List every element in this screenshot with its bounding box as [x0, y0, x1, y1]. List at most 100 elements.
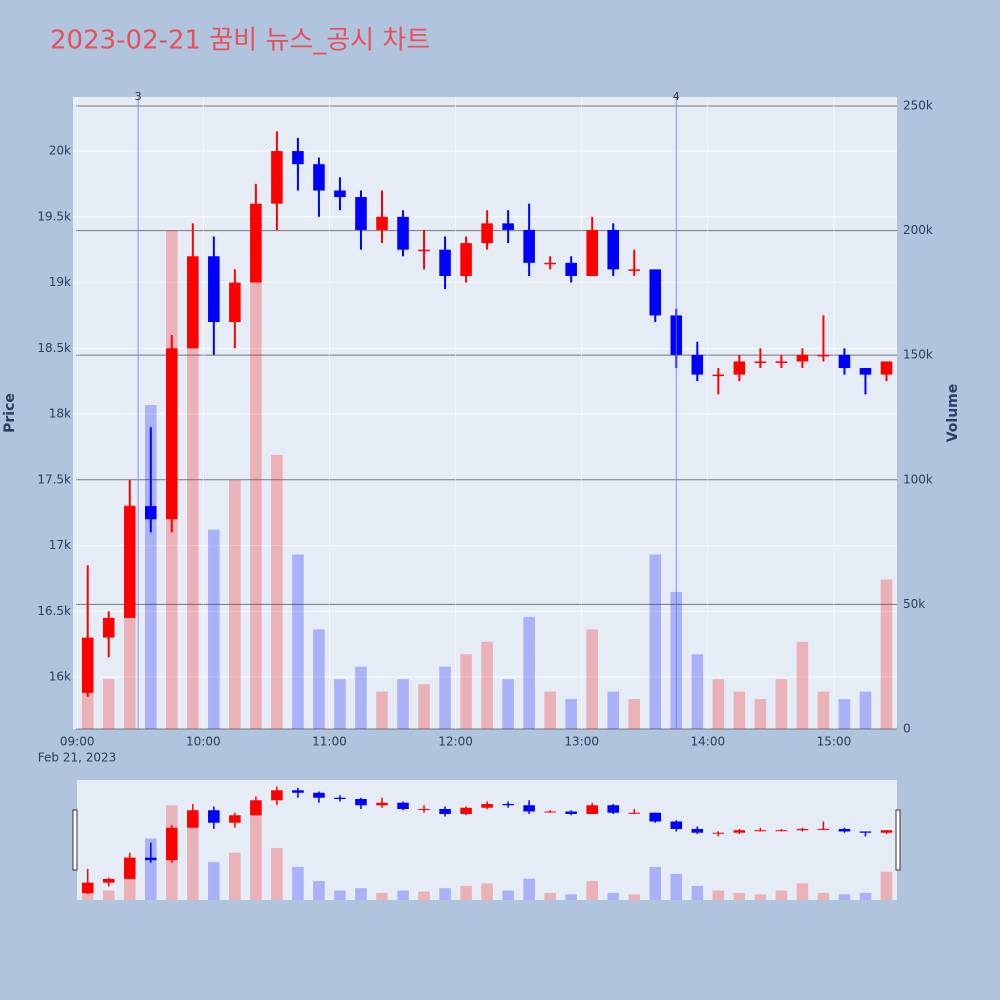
volume-bar [859, 691, 872, 729]
candle-body [355, 197, 367, 230]
candle-body [859, 368, 872, 375]
volume-bar [355, 666, 367, 729]
volume-bar [775, 679, 788, 729]
volume-bar [460, 654, 472, 729]
candle-body [817, 354, 830, 357]
y-tick-label: 18.5k [37, 341, 71, 355]
candle-body [565, 262, 577, 276]
slider-volume-bar [523, 878, 535, 900]
x-tick-label: 13:00 [564, 735, 599, 749]
slider-volume-bar [313, 881, 325, 900]
slider-handle[interactable] [895, 809, 901, 871]
y-tick-label: 17.5k [37, 472, 71, 486]
slider-candle-body [628, 812, 641, 814]
y-tick-label: 16k [49, 670, 71, 684]
volume-bar [691, 654, 704, 729]
slider-volume-bar [418, 891, 430, 900]
candle-body [250, 203, 262, 283]
slider-candle-body [649, 812, 662, 822]
y-tick-label: 19.5k [37, 209, 71, 223]
volume-bar [880, 579, 893, 729]
candle-body [796, 354, 809, 362]
slider-candle-body [313, 792, 325, 798]
volume-bar [313, 629, 325, 729]
volume-bar [712, 679, 725, 729]
candle-body [607, 229, 620, 270]
slider-candle-body [859, 831, 872, 833]
candle-body [102, 617, 115, 638]
candle-body [649, 269, 662, 316]
slider-candle-body [187, 810, 199, 828]
candle-body [271, 151, 283, 204]
slider-volume-bar [649, 866, 662, 900]
slider-volume-bar [628, 894, 641, 900]
slider-volume-bar [334, 890, 346, 900]
volume-bar [838, 699, 851, 729]
volume-bar [523, 616, 535, 729]
slider-candle-body [292, 790, 304, 793]
candle-body [81, 637, 94, 693]
slider-volume-bar [754, 894, 767, 900]
slider-candle-body [250, 800, 262, 816]
candle-body [313, 164, 325, 191]
candle-body [229, 282, 241, 323]
slider-candle-body [880, 830, 893, 833]
candle-body [439, 249, 451, 276]
slider-volume-bar [439, 888, 451, 900]
slider-candle-body [271, 790, 283, 801]
volume-bar [628, 699, 641, 729]
volume-bar [418, 684, 430, 729]
volume-bar [208, 529, 220, 729]
y2-tick-label: 100k [903, 472, 933, 486]
slider-volume-bar [607, 892, 620, 900]
slider-volume-bar [271, 847, 283, 900]
candle-body [502, 223, 514, 230]
slider-candle-body [586, 805, 598, 814]
y-tick-label: 19k [49, 275, 71, 289]
slider-volume-bar [292, 866, 304, 900]
slider-volume-bar [355, 888, 367, 900]
volume-bar [649, 554, 662, 729]
slider-volume-bar [460, 885, 472, 900]
candle-body [144, 506, 157, 520]
x-tick-label: 12:00 [438, 735, 473, 749]
candle-body [481, 223, 493, 244]
slider-volume-bar [481, 883, 493, 900]
slider-candle-body [838, 828, 851, 832]
volume-bar [796, 641, 809, 729]
slider-candle-body [523, 805, 535, 812]
slider-candle-body [817, 828, 830, 830]
volume-bar [586, 629, 598, 729]
slider-volume-bar [586, 881, 598, 900]
volume-bar [733, 691, 746, 729]
candle-body [880, 361, 893, 375]
slider-candle-body [565, 811, 577, 814]
candle-body [397, 216, 409, 250]
slider-volume-bar [250, 805, 262, 900]
candle-body [775, 361, 788, 363]
range-slider[interactable] [77, 780, 897, 900]
slider-candle-body [123, 857, 136, 879]
y2-tick-label: 250k [903, 98, 933, 112]
slider-candle-body [481, 803, 493, 808]
candle-body [523, 229, 535, 263]
x-tick-label: 11:00 [312, 735, 347, 749]
slider-candle-body [334, 797, 346, 800]
y-axis-title: Price [2, 393, 18, 433]
volume-bar [271, 454, 283, 729]
candle-body [544, 262, 556, 265]
slider-handle[interactable] [72, 809, 78, 871]
candle-body [166, 348, 178, 520]
volume-bar [397, 679, 409, 729]
slider-volume-bar [796, 883, 809, 900]
chart-title: 2023-02-21 꿈비 뉴스_공시 차트 [50, 26, 430, 56]
x-tick-label: 10:00 [186, 735, 221, 749]
slider-candle-body [607, 805, 620, 813]
slider-candle-body [376, 802, 388, 806]
slider-volume-bar [733, 892, 746, 900]
slider-volume-bar [817, 892, 830, 900]
volume-bar [607, 691, 620, 729]
slider-candle-body [796, 828, 809, 831]
slider-volume-bar [880, 871, 893, 900]
